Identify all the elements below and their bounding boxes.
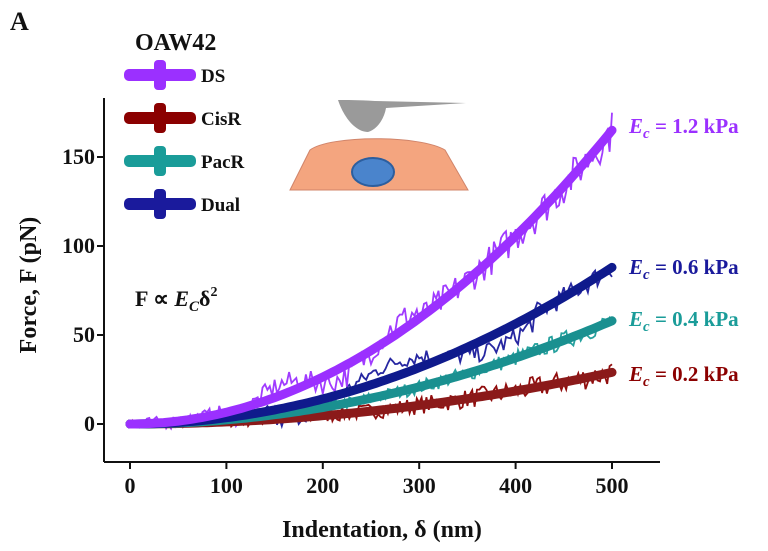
legend-swatch-cross (154, 60, 166, 90)
legend-item-dual: Dual (124, 189, 240, 219)
y-tick-label: 100 (62, 233, 95, 258)
ec-label-pacr: Ec = 0.4 kPa (628, 307, 739, 335)
legend-swatch-cross (154, 146, 166, 176)
ec-label-dual: Ec = 0.6 kPa (628, 255, 739, 283)
y-axis-title: Force, F (pN) (16, 217, 42, 354)
fit-curve-ds (125, 125, 617, 429)
series-layer (125, 112, 617, 431)
ec-labels: Ec = 1.2 kPa Ec = 0.2 kPa Ec = 0.4 kPa Ec =… (628, 114, 739, 390)
legend-item-cisr: CisR (124, 103, 241, 133)
chart-title: OAW42 (135, 30, 216, 56)
legend-label: CisR (201, 109, 241, 130)
legend-label: PacR (201, 152, 245, 173)
y-tick-label: 0 (84, 411, 95, 436)
x-tick-label: 300 (403, 473, 436, 498)
x-tick-label: 500 (596, 473, 629, 498)
x-axis-title: Indentation, δ (nm) (282, 517, 482, 543)
relation-annotation: F ∝ ECδ2 (135, 285, 217, 315)
x-tick-label: 0 (125, 473, 136, 498)
axes: 0 100 200 300 400 500 0 50 100 150 (62, 98, 660, 498)
y-tick-label: 150 (62, 144, 95, 169)
panel-label: A (10, 7, 29, 36)
legend-label: Dual (201, 195, 240, 216)
afm-cell-illustration (289, 100, 469, 191)
x-ticks: 0 100 200 300 400 500 (125, 462, 629, 498)
ec-label-cisr: Ec = 0.2 kPa (628, 362, 739, 390)
x-tick-label: 100 (210, 473, 243, 498)
y-ticks: 0 50 100 150 (62, 144, 104, 436)
ec-label-ds: Ec = 1.2 kPa (628, 114, 739, 142)
legend-label: DS (201, 66, 225, 87)
legend-swatch-cross (154, 103, 166, 133)
legend-item-pacr: PacR (124, 146, 245, 176)
y-tick-label: 50 (73, 322, 95, 347)
nucleus-icon (351, 157, 395, 187)
x-tick-label: 200 (306, 473, 339, 498)
legend-item-ds: DS (124, 60, 225, 90)
legend-swatch-cross (154, 189, 166, 219)
legend: DS CisR PacR Dual (124, 60, 245, 219)
afm-tip-icon (338, 100, 466, 132)
x-tick-label: 400 (499, 473, 532, 498)
